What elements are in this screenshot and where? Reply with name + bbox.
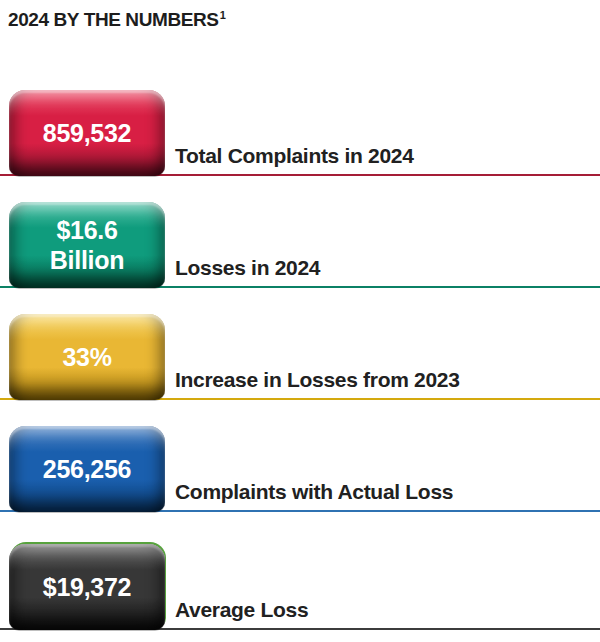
- page-title: 2024 BY THE NUMBERS1: [8, 9, 225, 31]
- stat-value: $16.6 Billion: [44, 215, 130, 276]
- stat-row-total-complaints: 859,532 Total Complaints in 2024: [0, 64, 600, 176]
- stat-label: Total Complaints in 2024: [175, 144, 414, 168]
- stat-value: $19,372: [37, 572, 137, 603]
- stat-badge: 33%: [9, 314, 165, 400]
- stat-label: Complaints with Actual Loss: [175, 480, 453, 504]
- stat-row-actual-loss: 256,256 Complaints with Actual Loss: [0, 400, 600, 512]
- page-title-text: 2024 BY THE NUMBERS: [8, 9, 219, 30]
- stat-label: Increase in Losses from 2023: [175, 368, 460, 392]
- stat-row-losses: $16.6 Billion Losses in 2024: [0, 176, 600, 288]
- stat-value: 33%: [56, 342, 117, 373]
- stat-label: Losses in 2024: [175, 256, 320, 280]
- stat-value: 256,256: [37, 454, 137, 485]
- infographic-page: 2024 BY THE NUMBERS1 859,532 Total Compl…: [0, 0, 600, 642]
- stat-label: Average Loss: [175, 598, 308, 622]
- stat-badge: $16.6 Billion: [9, 202, 165, 288]
- stats-list: 859,532 Total Complaints in 2024 $16.6 B…: [0, 64, 600, 630]
- stat-value: 859,532: [37, 118, 137, 149]
- stat-row-increase: 33% Increase in Losses from 2023: [0, 288, 600, 400]
- title-superscript: 1: [220, 9, 226, 21]
- stat-row-average-loss: $19,372 Average Loss: [0, 512, 600, 630]
- stat-badge: $19,372: [9, 544, 165, 630]
- stat-badge: 256,256: [9, 426, 165, 512]
- stat-badge: 859,532: [9, 90, 165, 176]
